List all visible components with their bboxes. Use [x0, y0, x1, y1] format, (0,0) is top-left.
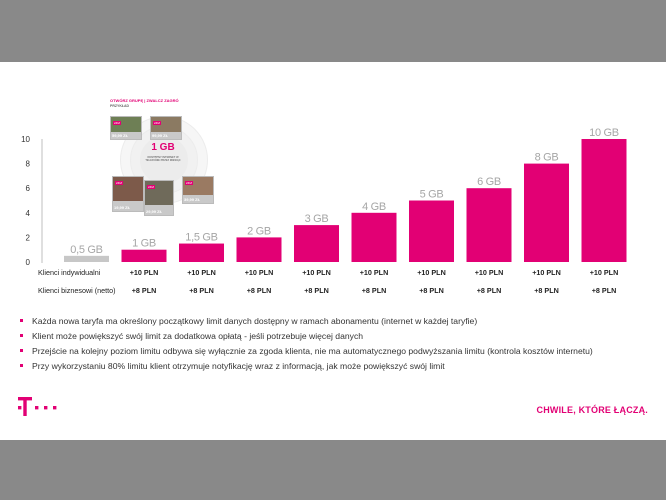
table-cell: +8 PLN: [477, 286, 502, 295]
y-tick-label: 8: [26, 160, 31, 169]
bullet-item: Klient może powiększyć swój limit za dod…: [20, 329, 650, 344]
table-row-label: Klienci indywidualni: [38, 268, 101, 277]
phone-photo: 24M 29,99 ZŁ: [144, 180, 174, 216]
infographic-title: OTWÓRZ GRUPĘ | ZWALCZ ZAGRÓ: [110, 98, 179, 103]
bar-data-label: 5 GB: [420, 189, 444, 201]
photo-price: 29,99 ZŁ: [146, 209, 163, 214]
table-cell: +8 PLN: [362, 286, 387, 295]
bar: [351, 212, 397, 262]
slide: 0 2 4 6 8 10 0,5 GB 1 GB 1,5 GB 2 GB 3 GB 4 GB 5 GB 6…: [0, 62, 666, 440]
bar: [294, 225, 339, 262]
bar-data-label: 10 GB: [589, 127, 619, 139]
table-cell: +8 PLN: [534, 286, 559, 295]
table-cell: +8 PLN: [247, 286, 272, 295]
table-cell: +10 PLN: [302, 268, 331, 277]
bar: [409, 200, 454, 262]
photo-price: 19,99 ZŁ: [114, 205, 131, 210]
bar: [64, 255, 109, 262]
table-cell: +10 PLN: [417, 268, 446, 277]
bullet-item: Przejście na kolejny poziom limitu odbyw…: [20, 344, 650, 359]
table-cell: +8 PLN: [592, 286, 617, 295]
telekom-logo-icon: [18, 397, 57, 416]
table-cell: +8 PLN: [304, 286, 329, 295]
phone-photo: 24M 59,99 ZŁ: [110, 116, 142, 140]
bar: [581, 139, 627, 262]
bar-data-label: 0,5 GB: [70, 244, 102, 256]
table-cell: +10 PLN: [360, 268, 389, 277]
photo-price: 39,99 ZŁ: [184, 197, 201, 202]
phone-photo: 24M 39,99 ZŁ: [182, 176, 214, 204]
tariff-infographic: OTWÓRZ GRUPĘ | ZWALCZ ZAGRÓ PRZYKŁAD 1 G…: [108, 98, 218, 220]
photo-price: 99,99 ZŁ: [152, 133, 169, 138]
bar-chart: 0 2 4 6 8 10 0,5 GB 1 GB 1,5 GB 2 GB 3 GB 4 GB 5 GB 6…: [21, 127, 627, 295]
bar-data-label: 4 GB: [362, 201, 386, 213]
bar-data-label: 1 GB: [132, 238, 156, 250]
table-cell: +10 PLN: [245, 268, 274, 277]
y-tick-label: 2: [26, 233, 31, 242]
table-cell: +8 PLN: [132, 286, 157, 295]
bullet-item: Każda nowa taryfa ma określony początkow…: [20, 314, 650, 329]
bar-data-label: 8 GB: [535, 152, 559, 164]
bar: [179, 243, 224, 262]
table-cell: +10 PLN: [590, 268, 619, 277]
slogan: CHWILE, KTÓRE ŁĄCZĄ.: [536, 405, 648, 415]
table-cell: +10 PLN: [475, 268, 504, 277]
bar-data-label: 3 GB: [305, 213, 329, 225]
bar-data-label: 6 GB: [477, 176, 501, 188]
infographic-description: DOSTĘPNY INTERNET W TELEFONIE PRZEZ MIES…: [145, 156, 181, 163]
bar: [236, 237, 282, 262]
y-tick-label: 4: [26, 209, 31, 218]
phone-photo: 24M 99,99 ZŁ: [150, 116, 182, 140]
y-tick-label: 0: [26, 258, 31, 267]
infographic-data-amount: 1 GB: [151, 142, 175, 153]
table-cell: +10 PLN: [130, 268, 159, 277]
bullet-list: Każda nowa taryfa ma określony początkow…: [20, 314, 650, 374]
bar: [524, 163, 569, 262]
bar-data-label: 2 GB: [247, 225, 271, 237]
bottom-band: [0, 440, 666, 500]
y-tick-label: 10: [21, 135, 30, 144]
table-cell: +10 PLN: [532, 268, 561, 277]
bar: [466, 188, 512, 262]
photo-price: 59,99 ZŁ: [112, 133, 129, 138]
top-band: [0, 0, 666, 62]
table-cell: +10 PLN: [187, 268, 216, 277]
table-cell: +8 PLN: [189, 286, 214, 295]
phone-photo: 24M 19,99 ZŁ: [112, 176, 144, 212]
bullet-item: Przy wykorzystaniu 80% limitu klient otr…: [20, 359, 650, 374]
bar: [121, 249, 167, 262]
table-cell: +8 PLN: [419, 286, 444, 295]
infographic-subtitle: PRZYKŁAD: [110, 104, 130, 108]
y-tick-label: 6: [26, 184, 31, 193]
bar-data-label: 1,5 GB: [185, 232, 217, 244]
table-row-label: Klienci biznesowi (netto): [38, 286, 116, 295]
